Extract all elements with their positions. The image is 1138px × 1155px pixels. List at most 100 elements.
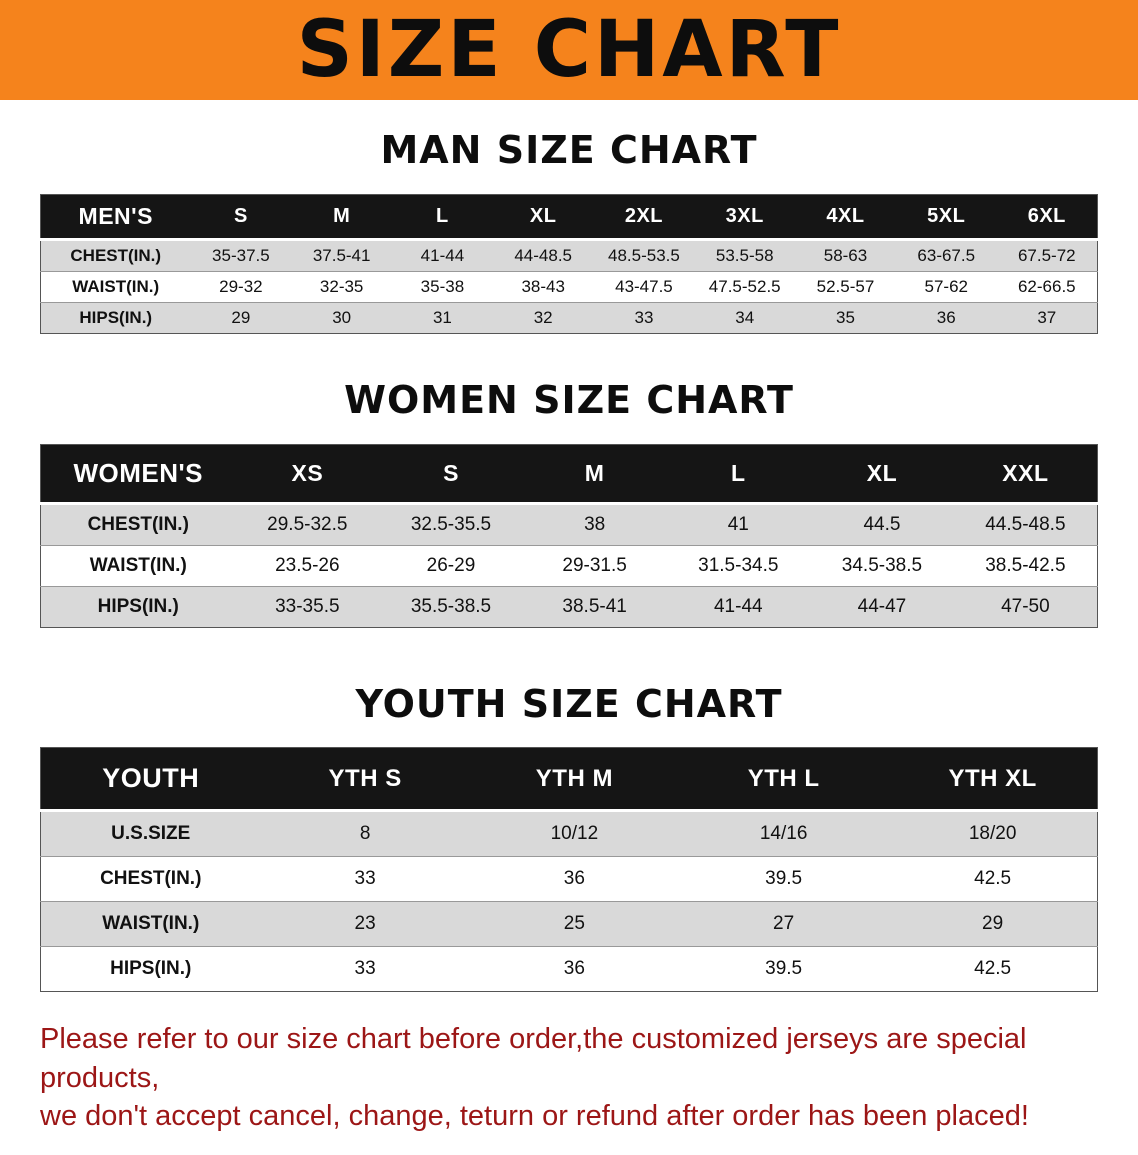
header-row: YOUTH YTH S YTH M YTH L YTH XL: [40, 747, 1098, 813]
cell-value: 31: [392, 301, 493, 334]
youth-section: YOUTH SIZE CHART YOUTH YTH S YTH M YTH L YTH…: [0, 681, 1138, 993]
header-row: MEN'S S M L XL 2XL 3XL 4XL 5XL 6XL: [40, 194, 1098, 241]
column-header: S: [190, 194, 292, 241]
size-table: WOMEN'S XS S M L XL XXL CHEST(IN.) 29.5-32.5 32.5…: [40, 443, 1098, 628]
banner: SIZE CHART: [0, 0, 1138, 100]
section-heading-men: MAN SIZE CHART: [380, 128, 758, 172]
column-header: 3XL: [694, 194, 796, 241]
cell-value: 33-35.5: [235, 585, 380, 628]
section-heading-women: WOMEN SIZE CHART: [344, 377, 794, 422]
cell-value: 29: [888, 901, 1098, 947]
column-header: YTH M: [469, 747, 679, 813]
notice-line-1: Please refer to our size chart before or…: [40, 1023, 1027, 1094]
cell-value: 29: [190, 301, 292, 334]
cell-value: 33: [260, 946, 470, 992]
cell-value: 18/20: [888, 810, 1098, 857]
row-label: HIPS(IN.): [40, 301, 191, 334]
cell-value: 62-66.5: [996, 270, 1098, 303]
cell-value: 37.5-41: [291, 238, 393, 272]
size-table: MEN'S S M L XL 2XL 3XL 4XL 5XL 6XL CHEST(IN.) 35-37…: [40, 193, 1098, 334]
cell-value: 35: [795, 301, 896, 334]
cell-value: 39.5: [679, 856, 889, 902]
cell-value: 35-37.5: [190, 238, 292, 272]
table-title-cell: WOMEN'S: [40, 444, 236, 505]
cell-value: 23.5-26: [235, 544, 380, 587]
cell-value: 10/12: [469, 810, 679, 857]
column-header: 4XL: [795, 194, 896, 241]
cell-value: 34: [694, 301, 796, 334]
cell-value: 35-38: [392, 270, 493, 303]
cell-value: 63-67.5: [895, 238, 997, 272]
column-header: YTH L: [679, 747, 889, 813]
cell-value: 38.5-41: [522, 585, 667, 628]
column-header: 2XL: [593, 194, 695, 241]
row-label: HIPS(IN.): [40, 585, 236, 628]
cell-value: 44.5-48.5: [953, 502, 1098, 546]
cell-value: 31.5-34.5: [666, 544, 811, 587]
cell-value: 47-50: [953, 585, 1098, 628]
cell-value: 34.5-38.5: [810, 544, 954, 587]
page-title: SIZE CHART: [296, 5, 842, 95]
column-header: XS: [235, 444, 380, 505]
table-row: U.S.SIZE 8 10/12 14/16 18/20: [40, 810, 1098, 857]
column-header: XL: [810, 444, 954, 505]
column-header: S: [379, 444, 523, 505]
cell-value: 33: [260, 856, 470, 902]
cell-value: 44-47: [810, 585, 954, 628]
cell-value: 25: [469, 901, 679, 947]
column-header: L: [392, 194, 493, 241]
table-row: WAIST(IN.) 23 25 27 29: [40, 901, 1098, 947]
cell-value: 36: [469, 946, 679, 992]
cell-value: 29-32: [190, 270, 292, 303]
cell-value: 32-35: [291, 270, 393, 303]
table-row: HIPS(IN.) 33-35.5 35.5-38.5 38.5-41 41-44 44-…: [40, 585, 1098, 628]
table-row: CHEST(IN.) 35-37.5 37.5-41 41-44 44-48.5 48.5…: [40, 238, 1098, 272]
column-header: XL: [492, 194, 594, 241]
table-row: CHEST(IN.) 33 36 39.5 42.5: [40, 856, 1098, 902]
womens-size-table: WOMEN'S XS S M L XL XXL CHEST(IN.) 29.5-32.5 32.5…: [40, 443, 1098, 628]
section-heading-youth: YOUTH SIZE CHART: [355, 681, 783, 726]
row-label: WAIST(IN.): [40, 901, 261, 947]
table-title-cell: MEN'S: [40, 194, 191, 241]
cell-value: 67.5-72: [996, 238, 1098, 272]
header-row: WOMEN'S XS S M L XL XXL: [40, 444, 1098, 505]
notice-line-2: we don't accept cancel, change, teturn o…: [40, 1099, 1029, 1132]
cell-value: 36: [469, 856, 679, 902]
footer-notice: Please refer to our size chart before or…: [40, 1020, 1098, 1135]
cell-value: 14/16: [679, 810, 889, 857]
cell-value: 38.5-42.5: [953, 544, 1098, 587]
table-title-cell: YOUTH: [40, 747, 261, 813]
column-header: M: [522, 444, 667, 505]
table-row: HIPS(IN.) 33 36 39.5 42.5: [40, 946, 1098, 992]
cell-value: 42.5: [888, 856, 1098, 902]
cell-value: 44-48.5: [492, 238, 594, 272]
cell-value: 30: [291, 301, 393, 334]
row-label: CHEST(IN.): [40, 238, 191, 272]
cell-value: 41-44: [392, 238, 493, 272]
cell-value: 39.5: [679, 946, 889, 992]
row-label: U.S.SIZE: [40, 810, 261, 857]
cell-value: 27: [679, 901, 889, 947]
column-header: 6XL: [996, 194, 1098, 241]
cell-value: 38-43: [492, 270, 594, 303]
cell-value: 43-47.5: [593, 270, 695, 303]
mens-section: MAN SIZE CHART MEN'S S M L XL 2XL 3XL 4XL 5XL 6XL…: [0, 128, 1138, 334]
cell-value: 29-31.5: [522, 544, 667, 587]
cell-value: 44.5: [810, 502, 954, 546]
cell-value: 52.5-57: [795, 270, 896, 303]
size-table: YOUTH YTH S YTH M YTH L YTH XL U.S.SIZE 8 10/12…: [40, 747, 1098, 993]
cell-value: 47.5-52.5: [694, 270, 796, 303]
cell-value: 53.5-58: [694, 238, 796, 272]
cell-value: 36: [895, 301, 997, 334]
cell-value: 41: [666, 502, 811, 546]
row-label: HIPS(IN.): [40, 946, 261, 992]
row-label: WAIST(IN.): [40, 270, 191, 303]
column-header: L: [666, 444, 811, 505]
cell-value: 57-62: [895, 270, 997, 303]
column-header: M: [291, 194, 393, 241]
column-header: 5XL: [895, 194, 997, 241]
table-row: CHEST(IN.) 29.5-32.5 32.5-35.5 38 41 44.5 44.5…: [40, 502, 1098, 546]
cell-value: 38: [522, 502, 667, 546]
cell-value: 41-44: [666, 585, 811, 628]
row-label: WAIST(IN.): [40, 544, 236, 587]
